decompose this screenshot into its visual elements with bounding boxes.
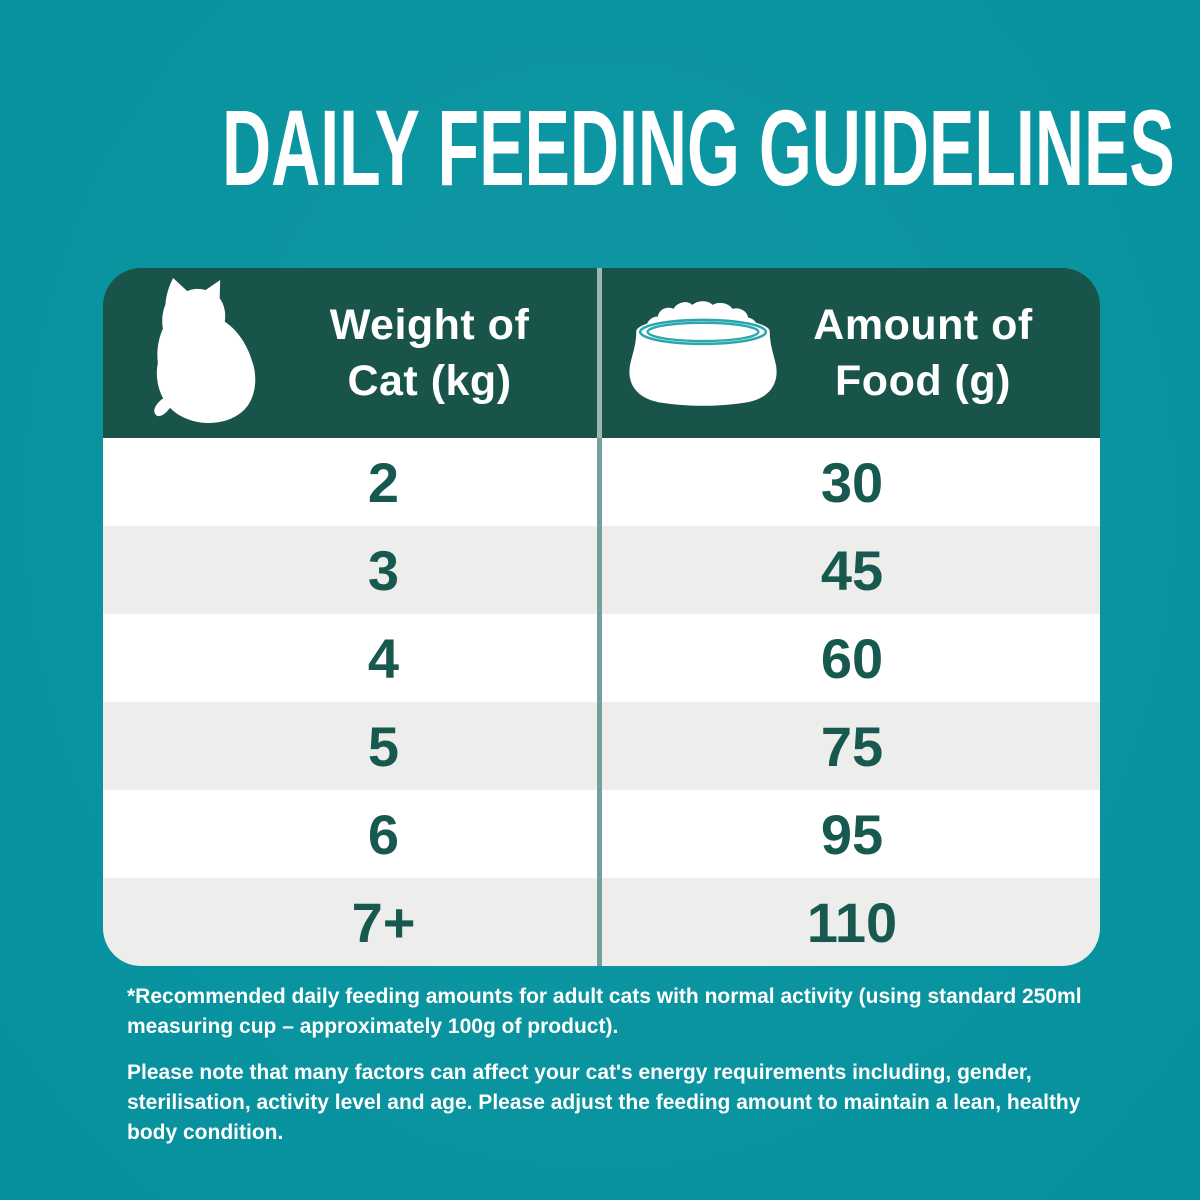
weight-value: 4	[367, 626, 400, 690]
header-label-food: Amount of Food (g)	[782, 297, 1100, 409]
header-label-food-line2: Food (g)	[835, 357, 1011, 405]
food-value: 30	[820, 450, 884, 514]
page-title: DAILY FEEDING GUIDELINES	[222, 87, 1175, 208]
weight-value: 2	[367, 450, 400, 514]
food-value: 75	[820, 714, 884, 778]
weight-value: 7+	[351, 890, 416, 954]
food-value: 45	[820, 538, 884, 602]
column-divider	[597, 268, 602, 966]
food-value: 110	[806, 890, 898, 954]
header-cell-food: Amount of Food (g)	[598, 268, 1100, 438]
feeding-table: Weight of Cat (kg) Amount of Food	[103, 268, 1100, 966]
cat-icon	[151, 277, 261, 429]
header-cell-weight: Weight of Cat (kg)	[103, 268, 598, 438]
header-label-weight-line1: Weight of	[329, 301, 530, 349]
weight-value: 5	[367, 714, 400, 778]
header-label-weight-line2: Cat (kg)	[347, 357, 512, 405]
food-value: 60	[820, 626, 884, 690]
footnote-factors: Please note that many factors can affect…	[127, 1061, 1081, 1144]
footnotes: *Recommended daily feeding amounts for a…	[127, 982, 1119, 1164]
food-value: 95	[820, 802, 884, 866]
bowl-icon	[624, 300, 782, 406]
footnote-recommended: *Recommended daily feeding amounts for a…	[127, 985, 1082, 1038]
weight-value: 3	[367, 538, 400, 602]
header-label-food-line1: Amount of	[813, 301, 1033, 349]
weight-value: 6	[367, 802, 400, 866]
header-label-weight: Weight of Cat (kg)	[261, 297, 598, 409]
